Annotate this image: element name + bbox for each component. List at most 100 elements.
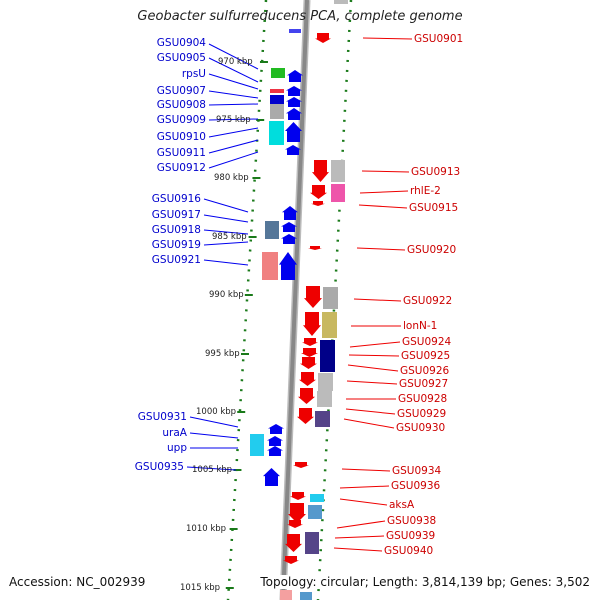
gene-label[interactable]: GSU0909 — [156, 114, 206, 126]
kbp-label: 970 kbp — [218, 57, 253, 67]
kbp-label: 980 kbp — [214, 173, 249, 183]
gene-label[interactable]: GSU0905 — [156, 52, 206, 64]
reverse-gene-arrow — [288, 503, 306, 523]
gene-function-box — [323, 287, 338, 309]
gene-label[interactable]: GSU0911 — [156, 147, 206, 159]
reverse-gene-arrow — [298, 388, 315, 404]
label-connector — [203, 259, 249, 266]
gene-label[interactable]: GSU0913 — [411, 166, 461, 178]
accession-text: Accession: NC_002939 — [9, 575, 146, 589]
genome-info-text: Topology: circular; Length: 3,814,139 bp… — [260, 575, 590, 589]
gene-label[interactable]: rhlE-2 — [410, 185, 441, 197]
gene-label[interactable]: GSU0901 — [414, 33, 464, 45]
gene-label[interactable]: GSU0908 — [156, 99, 206, 111]
genome-backbone — [281, 0, 309, 600]
kbp-label: 1010 kbp — [186, 524, 227, 534]
gene-label[interactable]: GSU0939 — [386, 530, 436, 542]
gene-label[interactable]: GSU0927 — [399, 378, 449, 390]
label-connector — [346, 380, 398, 385]
kbp-label: 995 kbp — [205, 349, 240, 359]
gene-label[interactable]: GSU0918 — [151, 224, 201, 236]
gene-label[interactable]: GSU0930 — [396, 422, 446, 434]
label-connector — [339, 498, 388, 506]
gene-function-box — [270, 95, 284, 104]
gene-label[interactable]: GSU0912 — [156, 162, 206, 174]
gene-label[interactable]: GSU0910 — [156, 131, 206, 143]
gene-function-box — [250, 434, 264, 456]
gene-label[interactable]: GSU0931 — [137, 411, 187, 423]
kbp-label: 985 kbp — [212, 232, 247, 242]
gene-label[interactable]: GSU0924 — [402, 336, 452, 348]
gene-label[interactable]: GSU0935 — [134, 461, 184, 473]
gene-label[interactable]: GSU0922 — [403, 295, 453, 307]
gene-label[interactable]: GSU0917 — [151, 209, 201, 221]
forward-gene-arrow — [282, 206, 298, 220]
forward-gene-arrow — [281, 234, 297, 244]
reverse-gene-arrow — [303, 312, 321, 336]
label-connector — [203, 229, 249, 235]
gene-label[interactable]: GSU0936 — [391, 480, 441, 492]
gene-function-box — [331, 184, 345, 202]
label-connector — [203, 241, 249, 246]
forward-gene-arrow — [285, 145, 301, 155]
gene-function-box — [271, 68, 285, 78]
gene-label[interactable]: GSU0904 — [156, 37, 206, 49]
kbp-label: 1000 kbp — [196, 407, 237, 417]
gene-label[interactable]: rpsU — [181, 68, 206, 80]
gene-label[interactable]: GSU0938 — [387, 515, 437, 527]
gene-function-box — [320, 340, 335, 372]
gene-function-box — [331, 160, 345, 182]
gene-function-box — [300, 592, 312, 600]
label-connector — [343, 418, 395, 429]
gene-label[interactable]: GSU0920 — [407, 244, 457, 256]
gene-function-box — [310, 494, 324, 502]
gene-function-box — [322, 312, 337, 338]
label-connector — [341, 468, 391, 472]
reverse-gene-arrow — [297, 408, 314, 424]
gene-label[interactable]: GSU0916 — [151, 193, 201, 205]
forward-gene-arrow — [267, 436, 283, 446]
forward-gene-arrow — [267, 446, 283, 456]
label-connector — [203, 198, 249, 213]
gene-function-box — [315, 411, 330, 427]
reverse-gene-arrow — [304, 286, 322, 308]
label-connector — [353, 298, 402, 302]
label-connector — [186, 466, 237, 471]
label-connector — [208, 151, 259, 169]
label-connector — [339, 485, 390, 489]
gene-label[interactable]: GSU0929 — [397, 408, 447, 420]
label-connector — [362, 37, 413, 40]
gene-label[interactable]: GSU0915 — [409, 202, 459, 214]
forward-gene-arrow — [287, 70, 303, 82]
label-connector — [349, 341, 401, 348]
gene-function-box — [280, 590, 292, 600]
gene-label[interactable]: GSU0928 — [398, 393, 448, 405]
gene-label[interactable]: GSU0921 — [151, 254, 201, 266]
gene-label[interactable]: GSU0919 — [151, 239, 201, 251]
gene-label[interactable]: GSU0934 — [392, 465, 442, 477]
gene-label[interactable]: aksA — [389, 499, 415, 511]
label-connector — [359, 190, 409, 194]
gene-label[interactable]: GSU0925 — [401, 350, 451, 362]
gene-label[interactable]: lonN-1 — [403, 320, 438, 332]
label-connector — [208, 127, 259, 138]
forward-gene-arrow — [263, 468, 280, 486]
reverse-gene-arrow — [310, 185, 327, 199]
strand-guide-left — [226, 0, 268, 600]
gene-label[interactable]: GSU0907 — [156, 85, 206, 97]
gene-label[interactable]: GSU0940 — [384, 545, 434, 557]
gene-label[interactable]: upp — [167, 442, 187, 454]
label-connector — [208, 103, 259, 106]
gene-label[interactable]: GSU0926 — [400, 365, 450, 377]
reverse-gene-arrow — [301, 348, 318, 357]
forward-gene-arrow — [285, 122, 302, 142]
reverse-gene-arrow — [308, 246, 322, 250]
label-connector — [203, 214, 249, 223]
label-connector — [347, 364, 399, 372]
label-connector — [356, 247, 406, 251]
label-connector — [361, 170, 410, 173]
label-connector — [345, 408, 396, 415]
gene-label[interactable]: uraA — [162, 427, 187, 439]
